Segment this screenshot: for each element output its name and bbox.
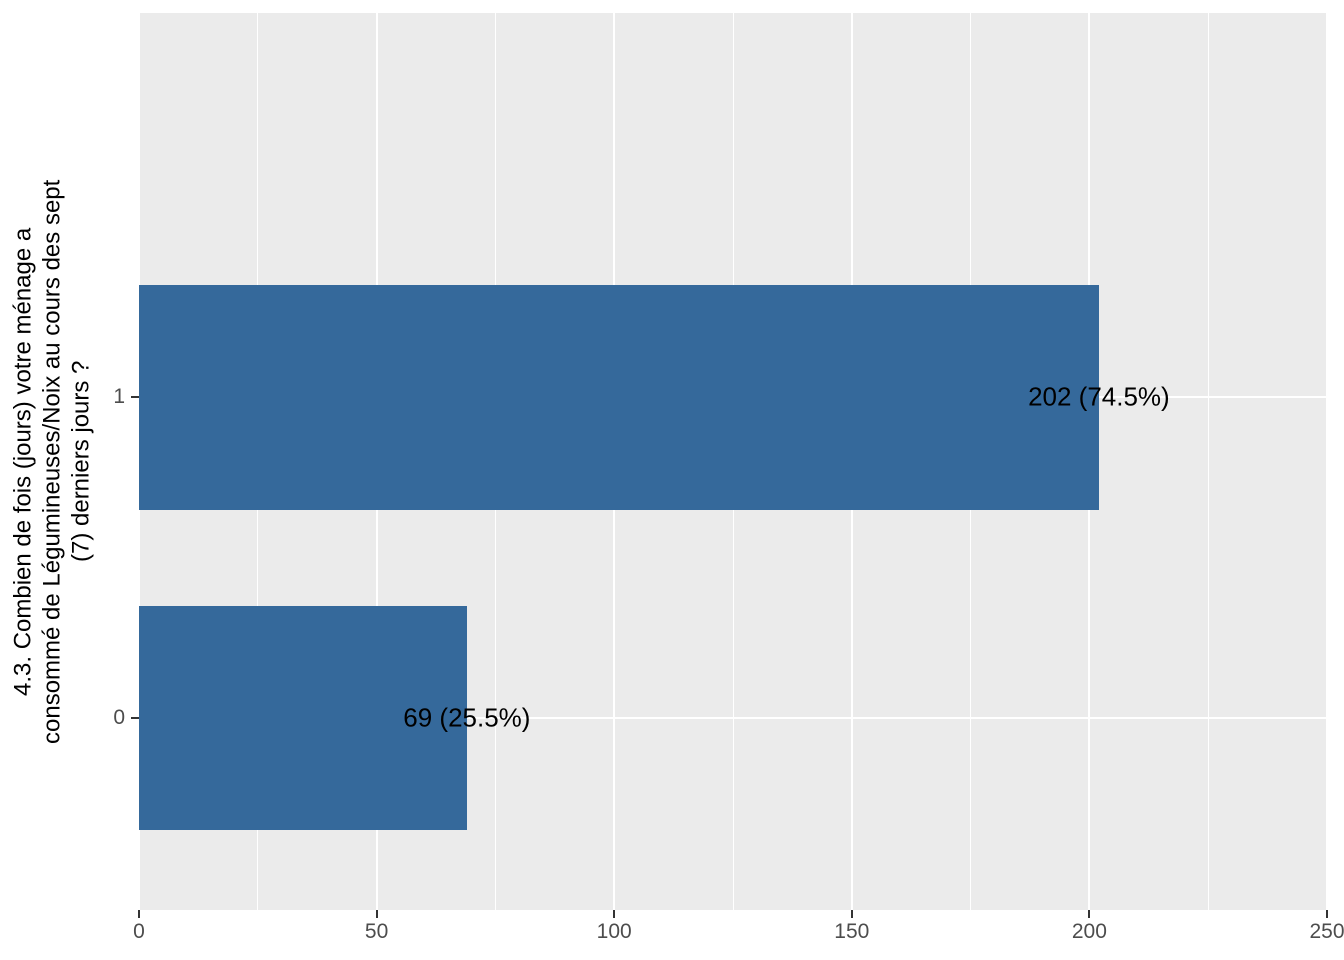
bar-value-label: 69 (25.5%): [403, 702, 531, 733]
major-gridline-horizontal: [139, 716, 1327, 719]
y-axis-tick: [131, 396, 139, 399]
y-axis-tick-label: 1: [113, 385, 125, 409]
minor-gridline: [1207, 13, 1209, 910]
x-axis-tick-label: 100: [596, 920, 632, 943]
plot-panel: 69 (25.5%) 202 (74.5%): [139, 13, 1327, 910]
x-axis-tick: [375, 910, 378, 918]
x-axis-tick-label: 250: [1309, 920, 1344, 943]
x-axis-tick-label: 50: [364, 920, 389, 943]
y-axis-title: 4.3. Combien de fois (jours) votre ménag…: [9, 179, 95, 744]
x-axis-tick: [138, 910, 140, 918]
x-axis-tick-label: 200: [1071, 920, 1107, 943]
bar-value-label: 202 (74.5%): [1028, 381, 1170, 412]
x-axis-tick-label: 0: [133, 920, 145, 943]
x-axis-tick: [850, 910, 853, 918]
x-axis-tick-label: 150: [834, 920, 870, 943]
bar: [139, 285, 1099, 510]
x-axis-tick: [613, 910, 616, 918]
y-axis-tick: [131, 716, 139, 719]
y-axis-tick-label: 0: [113, 705, 125, 729]
major-gridline: [1326, 13, 1327, 910]
x-axis-tick: [1088, 910, 1091, 918]
bar: [139, 605, 467, 830]
x-axis-tick: [1326, 910, 1328, 918]
